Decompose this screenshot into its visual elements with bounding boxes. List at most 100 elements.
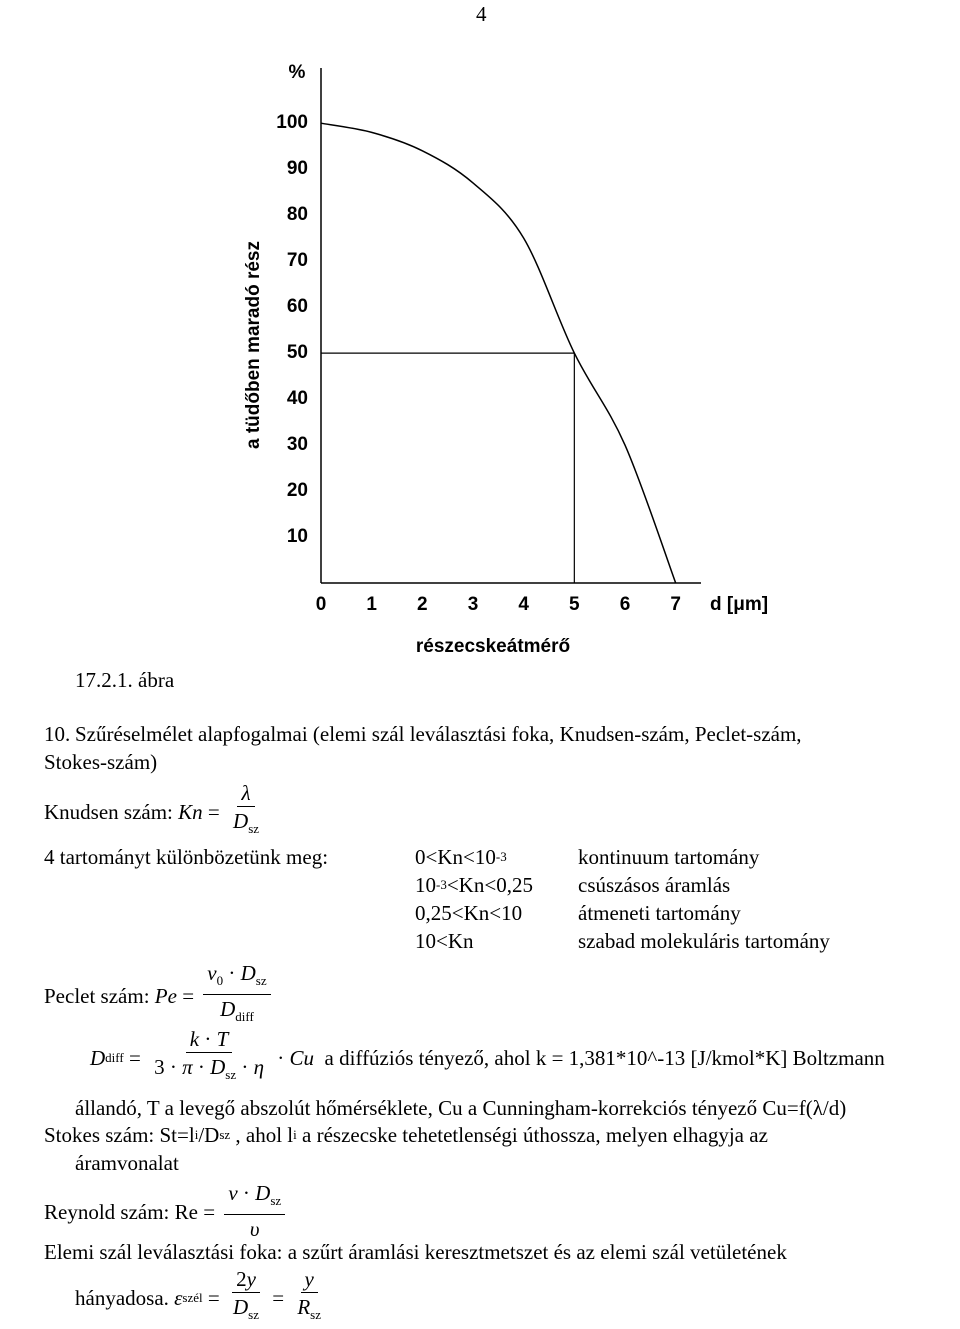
paragraph: Elemi szál leválasztási foka: a szűrt ár… [44,1240,787,1264]
text: · [223,961,241,985]
subscript: sz [219,1127,231,1142]
page-number: 4 [476,2,487,26]
range-name: kontinuum tartomány [578,845,760,869]
text: = [202,799,226,824]
math-symbol: D [90,1045,106,1070]
superscript: -3 [436,877,447,892]
text: a részecske tehetetlenségi úthossza, mel… [296,1123,768,1147]
text: 0<Kn<10 [415,845,496,869]
subscript: diff [105,1049,124,1065]
y-tick-label: 80 [287,204,308,225]
text: Peclet szám: [44,983,155,1008]
math-symbol: v [228,1181,238,1205]
x-tick-label: 0 [316,594,327,615]
math-symbol: η [253,1055,265,1079]
knudsen-formula: Knudsen szám: Kn = λ Dsz [44,780,267,843]
math-symbol: Cu [289,1045,315,1070]
denominator: Rsz [293,1293,325,1329]
section-number: 10. [44,722,71,746]
x-tick-label: 3 [468,594,479,615]
x-tick-label: 7 [670,594,681,615]
range-condition: 10 -3 <Kn<0,25 [415,873,533,897]
x-axis-title: részecskeátmérő [416,636,570,657]
subscript: diff [235,1009,254,1025]
math-symbol: D [232,1295,249,1319]
text: a diffúziós tényező, ahol k = 1,381*10^-… [314,1045,885,1070]
peclet-formula: Peclet szám: Pe = v0 · Dsz Ddiff [44,960,275,1031]
text: 10 [415,873,436,897]
denominator: Dsz [229,807,263,843]
superscript: -3 [495,849,507,864]
math-symbol: Pe [154,983,177,1008]
numerator: 2y [232,1266,260,1293]
subscript: szél [182,1289,203,1305]
numerator: v · Dsz [224,1180,286,1216]
figure-caption: 17.2.1. ábra [75,668,175,692]
text: <Kn<0,25 [446,873,533,897]
fraction: λ Dsz [229,780,263,843]
fraction: 2y Dsz [229,1266,263,1329]
numerator: k · T [185,1026,233,1053]
math-symbol: D [255,1181,271,1205]
text: hányadosa. [75,1285,175,1310]
numerator: v0 · Dsz [203,960,271,996]
y-axis-title: a tüdőben maradó rész [243,241,264,449]
denominator: υ [246,1215,264,1243]
text: · [237,1181,256,1205]
denominator: Dsz [229,1293,263,1329]
subscript: 0 [216,973,224,989]
math-symbol: k [189,1027,200,1051]
text: 0,25<Kn<10 [415,901,523,925]
data-line [320,122,677,584]
subscript: sz [248,821,260,837]
range-condition: 0<Kn<10 -3 [415,845,507,869]
denominator: 3 · π · Dsz · η [150,1053,268,1089]
range-name: szabad molekuláris tartomány [578,929,830,953]
y-tick-label: 30 [287,434,308,455]
subscript: i [293,1127,297,1142]
y-tick-label: 60 [287,296,308,317]
text: = [123,1045,147,1070]
y-tick-label: 70 [287,250,308,271]
y-tick-label: 40 [287,388,308,409]
paragraph: áramvonalat [75,1151,179,1175]
ranges-intro: 4 tartományt különbözetünk meg: [44,845,329,869]
chart: 10 20 30 40 50 60 70 80 90 100 0 1 2 3 4 5 6 7% d [μm] rész… [243,62,768,657]
text: = [202,1285,225,1310]
y-tick-label: 100 [276,112,308,133]
y-tick-label: 20 [287,480,308,501]
range-name: csúszásos áramlás [578,873,731,897]
math-symbol: λ [241,781,251,805]
math-symbol: π [182,1055,193,1079]
reynolds-formula: Reynold szám: Re = v · Dsz υ [44,1180,289,1243]
x-tick-label: 6 [620,594,631,615]
subscript: sz [310,1307,322,1323]
text: 10<Kn [415,929,474,953]
subscript: sz [270,1193,282,1209]
math-symbol: ε [174,1285,183,1310]
math-symbol: y [304,1267,314,1291]
y-tick-label: 10 [287,526,308,547]
fraction: y Rsz [293,1266,325,1329]
text: = [176,983,200,1008]
subscript: sz [225,1067,237,1083]
denominator: Ddiff [216,995,258,1031]
text: · [192,1055,211,1079]
x-tick-label: 2 [417,594,428,615]
fraction: v · Dsz υ [224,1180,286,1243]
section-title: Szűréselmélet alapfogalmai (elemi szál l… [75,722,802,746]
x-unit: d [μm] [710,594,768,615]
text: Stokes szám: St=l [44,1123,195,1147]
math-symbol: v [207,961,217,985]
math-symbol: R [297,1295,311,1319]
range-name: átmeneti tartomány [578,901,741,925]
text: /D [198,1123,220,1147]
subscript: sz [248,1307,259,1323]
math-symbol: y [246,1267,256,1291]
numerator: λ [237,780,255,807]
subscript: i [194,1127,199,1142]
y-tick-label: 90 [287,158,308,179]
